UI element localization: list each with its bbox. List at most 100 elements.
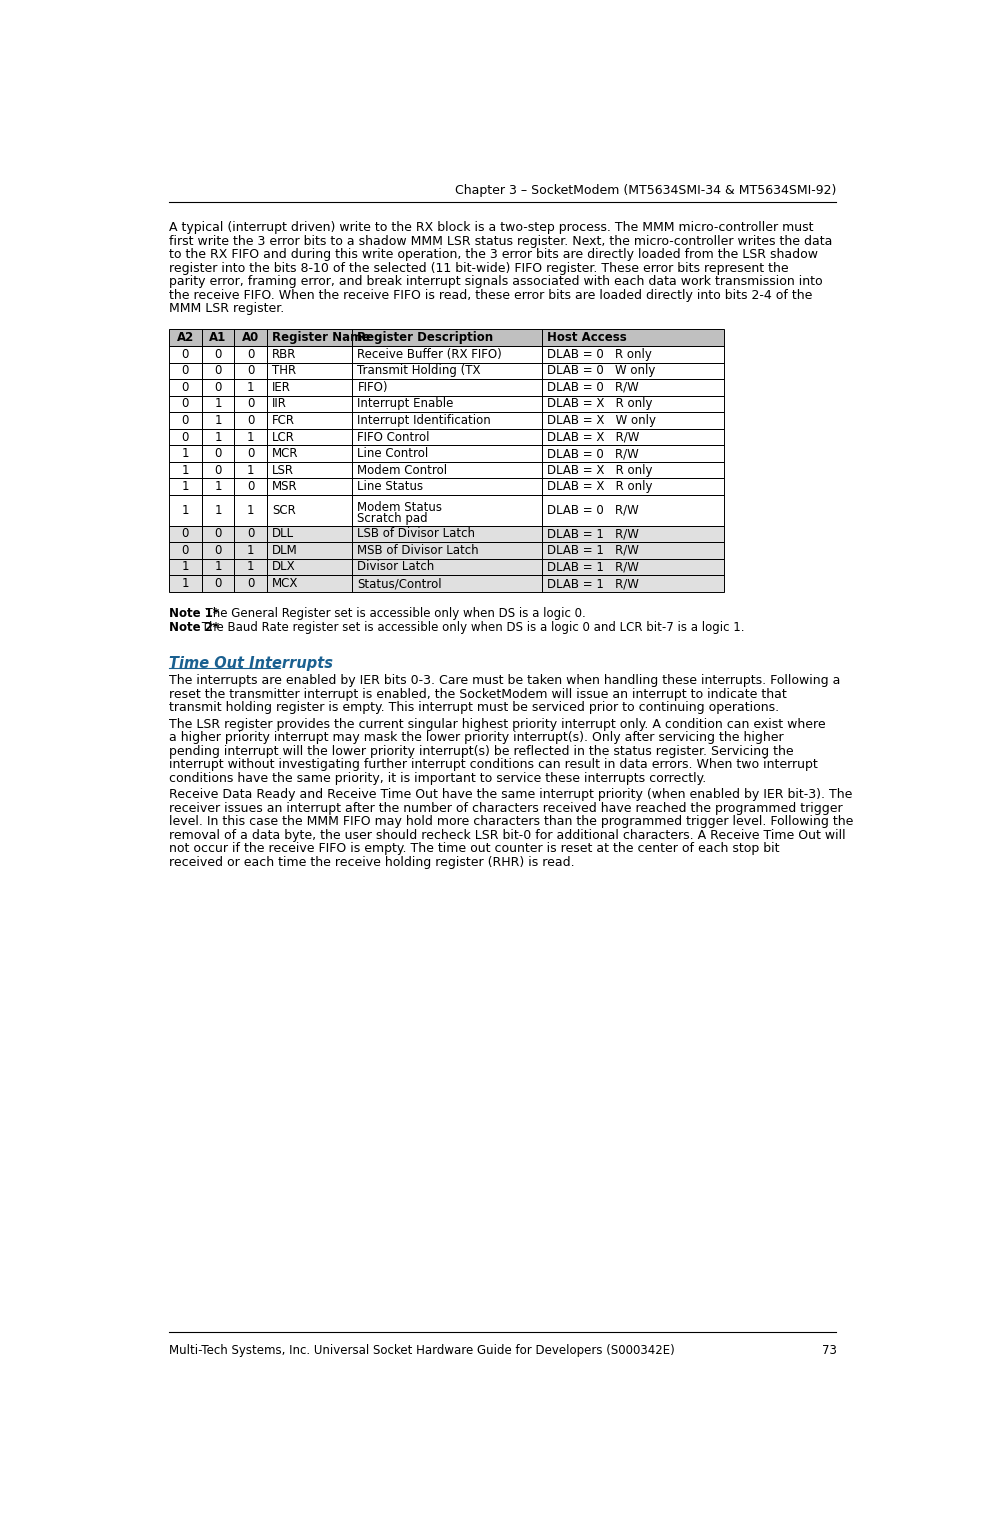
Bar — [542, 413, 724, 428]
Bar — [169, 558, 202, 575]
Bar — [169, 346, 724, 362]
Bar — [202, 413, 234, 428]
Text: pending interrupt will the lower priority interrupt(s) be reflected in the statu: pending interrupt will the lower priorit… — [169, 745, 794, 758]
Text: 1: 1 — [181, 463, 189, 477]
Text: DLAB = X   W only: DLAB = X W only — [547, 414, 656, 427]
Bar — [202, 362, 234, 379]
Text: Divisor Latch: Divisor Latch — [357, 561, 435, 573]
Bar — [169, 575, 202, 592]
Text: 0: 0 — [181, 347, 189, 361]
Text: 0: 0 — [214, 446, 222, 460]
Text: transmit holding register is empty. This interrupt must be serviced prior to con: transmit holding register is empty. This… — [169, 702, 779, 714]
Text: Scratch pad: Scratch pad — [357, 512, 428, 526]
Bar — [169, 413, 202, 428]
Text: 1: 1 — [181, 480, 189, 494]
Bar — [267, 362, 352, 379]
Text: 0: 0 — [247, 446, 254, 460]
Text: the receive FIFO. When the receive FIFO is read, these error bits are loaded dir: the receive FIFO. When the receive FIFO … — [169, 289, 812, 301]
Bar — [267, 575, 352, 592]
Bar — [202, 346, 234, 362]
Text: FIFO Control: FIFO Control — [357, 431, 430, 443]
Text: 0: 0 — [181, 381, 189, 394]
Bar — [234, 379, 267, 396]
Text: 0: 0 — [214, 463, 222, 477]
Text: 1: 1 — [181, 576, 189, 590]
Bar — [352, 462, 542, 479]
Text: RBR: RBR — [272, 347, 296, 361]
Bar — [267, 428, 352, 445]
Bar — [352, 413, 542, 428]
Bar — [352, 479, 542, 495]
Text: DLAB = X   R only: DLAB = X R only — [547, 480, 652, 494]
Text: A typical (interrupt driven) write to the RX block is a two-step process. The MM: A typical (interrupt driven) write to th… — [169, 222, 813, 234]
Text: DLAB = X   R only: DLAB = X R only — [547, 398, 652, 410]
Bar — [267, 346, 352, 362]
Bar — [267, 479, 352, 495]
Text: Line Status: Line Status — [357, 480, 424, 494]
Text: Receive Data Ready and Receive Time Out have the same interrupt priority (when e: Receive Data Ready and Receive Time Out … — [169, 787, 852, 801]
Text: conditions have the same priority, it is important to service these interrupts c: conditions have the same priority, it is… — [169, 772, 706, 784]
Text: MSR: MSR — [272, 480, 298, 494]
Bar — [169, 413, 724, 428]
Text: The LSR register provides the current singular highest priority interrupt only. : The LSR register provides the current si… — [169, 717, 826, 731]
Bar — [352, 526, 542, 543]
Bar — [169, 479, 202, 495]
Bar — [169, 396, 724, 413]
Bar — [234, 346, 267, 362]
Bar — [542, 362, 724, 379]
Bar — [267, 396, 352, 413]
Text: 1: 1 — [247, 431, 254, 443]
Bar — [169, 379, 724, 396]
Text: level. In this case the MMM FIFO may hold more characters than the programmed tr: level. In this case the MMM FIFO may hol… — [169, 815, 853, 829]
Text: THR: THR — [272, 364, 296, 378]
Text: DLAB = 0   R/W: DLAB = 0 R/W — [547, 381, 639, 394]
Text: LCR: LCR — [272, 431, 295, 443]
Text: DLAB = X   R only: DLAB = X R only — [547, 463, 652, 477]
Bar — [169, 445, 202, 462]
Bar — [169, 558, 724, 575]
Bar — [234, 428, 267, 445]
Text: Host Access: Host Access — [547, 332, 627, 344]
Text: 0: 0 — [181, 528, 189, 540]
Bar — [542, 329, 724, 346]
Text: A1: A1 — [209, 332, 227, 344]
Text: removal of a data byte, the user should recheck LSR bit-0 for additional charact: removal of a data byte, the user should … — [169, 829, 846, 841]
Text: Modem Control: Modem Control — [357, 463, 447, 477]
Text: 0: 0 — [181, 414, 189, 427]
Text: DLAB = 1   R/W: DLAB = 1 R/W — [547, 576, 640, 590]
Bar — [202, 495, 234, 526]
Text: 1: 1 — [214, 414, 222, 427]
Text: LSB of Divisor Latch: LSB of Divisor Latch — [357, 528, 476, 540]
Text: reset the transmitter interrupt is enabled, the SocketModem will issue an interr: reset the transmitter interrupt is enabl… — [169, 688, 787, 700]
Text: Transmit Holding (TX: Transmit Holding (TX — [357, 364, 481, 378]
Text: first write the 3 error bits to a shadow MMM LSR status register. Next, the micr: first write the 3 error bits to a shadow… — [169, 234, 833, 248]
Text: A2: A2 — [177, 332, 194, 344]
Bar — [234, 413, 267, 428]
Text: Register Name: Register Name — [272, 332, 371, 344]
Text: DLAB = 1   R/W: DLAB = 1 R/W — [547, 561, 640, 573]
Bar — [267, 558, 352, 575]
Text: DLAB = 0   R only: DLAB = 0 R only — [547, 347, 652, 361]
Text: received or each time the receive holding register (RHR) is read.: received or each time the receive holdin… — [169, 856, 575, 868]
Bar — [234, 575, 267, 592]
Text: 1: 1 — [214, 561, 222, 573]
Text: Interrupt Enable: Interrupt Enable — [357, 398, 454, 410]
Bar — [169, 445, 724, 462]
Text: 0: 0 — [247, 364, 254, 378]
Bar — [169, 575, 724, 592]
Bar — [202, 428, 234, 445]
Text: DLX: DLX — [272, 561, 296, 573]
Text: DLAB = 0   W only: DLAB = 0 W only — [547, 364, 655, 378]
Bar — [202, 445, 234, 462]
Text: Multi-Tech Systems, Inc. Universal Socket Hardware Guide for Developers (S000342: Multi-Tech Systems, Inc. Universal Socke… — [169, 1344, 675, 1356]
Bar — [352, 396, 542, 413]
Text: 0: 0 — [214, 381, 222, 394]
Text: The Baud Rate register set is accessible only when DS is a logic 0 and LCR bit-7: The Baud Rate register set is accessible… — [198, 621, 745, 633]
Bar — [542, 495, 724, 526]
Bar — [542, 558, 724, 575]
Text: Note 2*: Note 2* — [169, 621, 219, 633]
Text: 1: 1 — [247, 561, 254, 573]
Text: 1: 1 — [247, 544, 254, 557]
Text: 1: 1 — [181, 561, 189, 573]
Text: 1: 1 — [214, 503, 222, 517]
